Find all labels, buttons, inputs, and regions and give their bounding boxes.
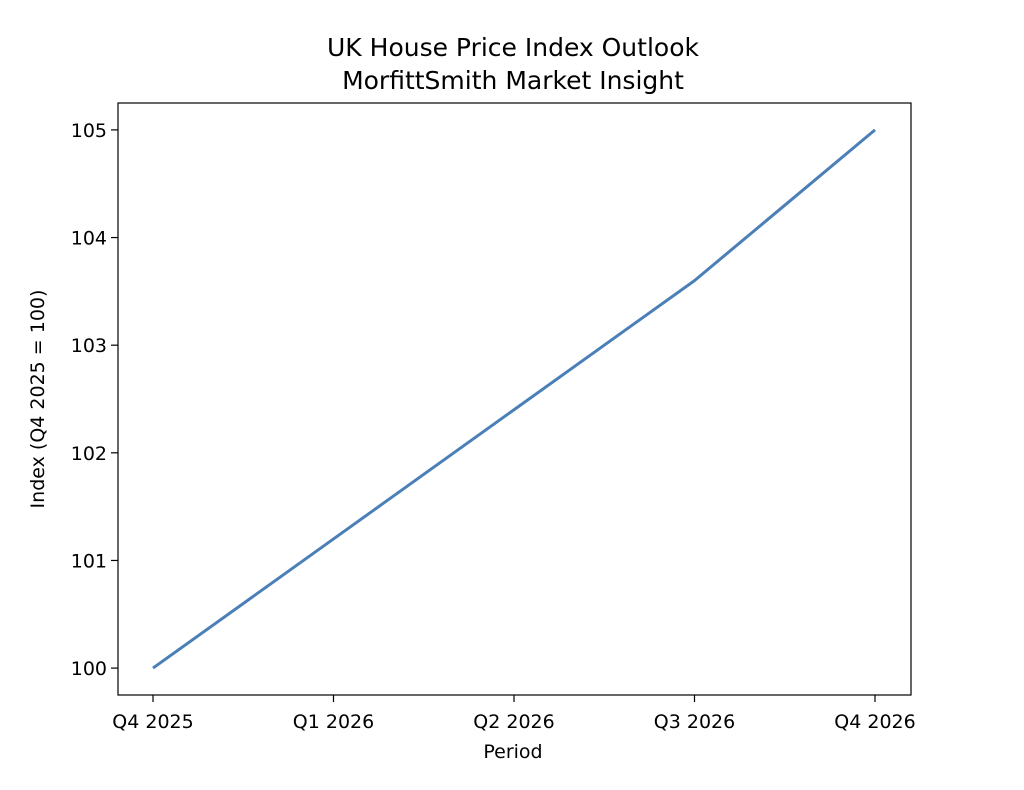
y-tick-label: 104	[71, 228, 107, 250]
x-tick-label: Q2 2026	[473, 711, 554, 733]
x-axis: Q4 2025 Q1 2026 Q2 2026 Q3 2026 Q4 2026	[112, 695, 915, 733]
x-tick-label: Q3 2026	[654, 711, 735, 733]
x-tick-label: Q4 2026	[834, 711, 915, 733]
x-tick-label: Q1 2026	[293, 711, 374, 733]
x-tick-label: Q4 2025	[112, 711, 193, 733]
chart-title: UK House Price Index Outlook	[327, 33, 699, 62]
x-axis-label: Period	[483, 741, 542, 763]
y-axis: 100 101 102 103 104 105	[71, 120, 118, 680]
y-tick-label: 103	[71, 335, 107, 357]
y-tick-label: 105	[71, 120, 107, 142]
chart-subtitle: MorfittSmith Market Insight	[342, 66, 684, 95]
y-axis-label: Index (Q4 2025 = 100)	[27, 290, 49, 509]
y-tick-label: 100	[71, 658, 107, 680]
y-tick-label: 102	[71, 443, 107, 465]
y-tick-label: 101	[71, 550, 107, 572]
